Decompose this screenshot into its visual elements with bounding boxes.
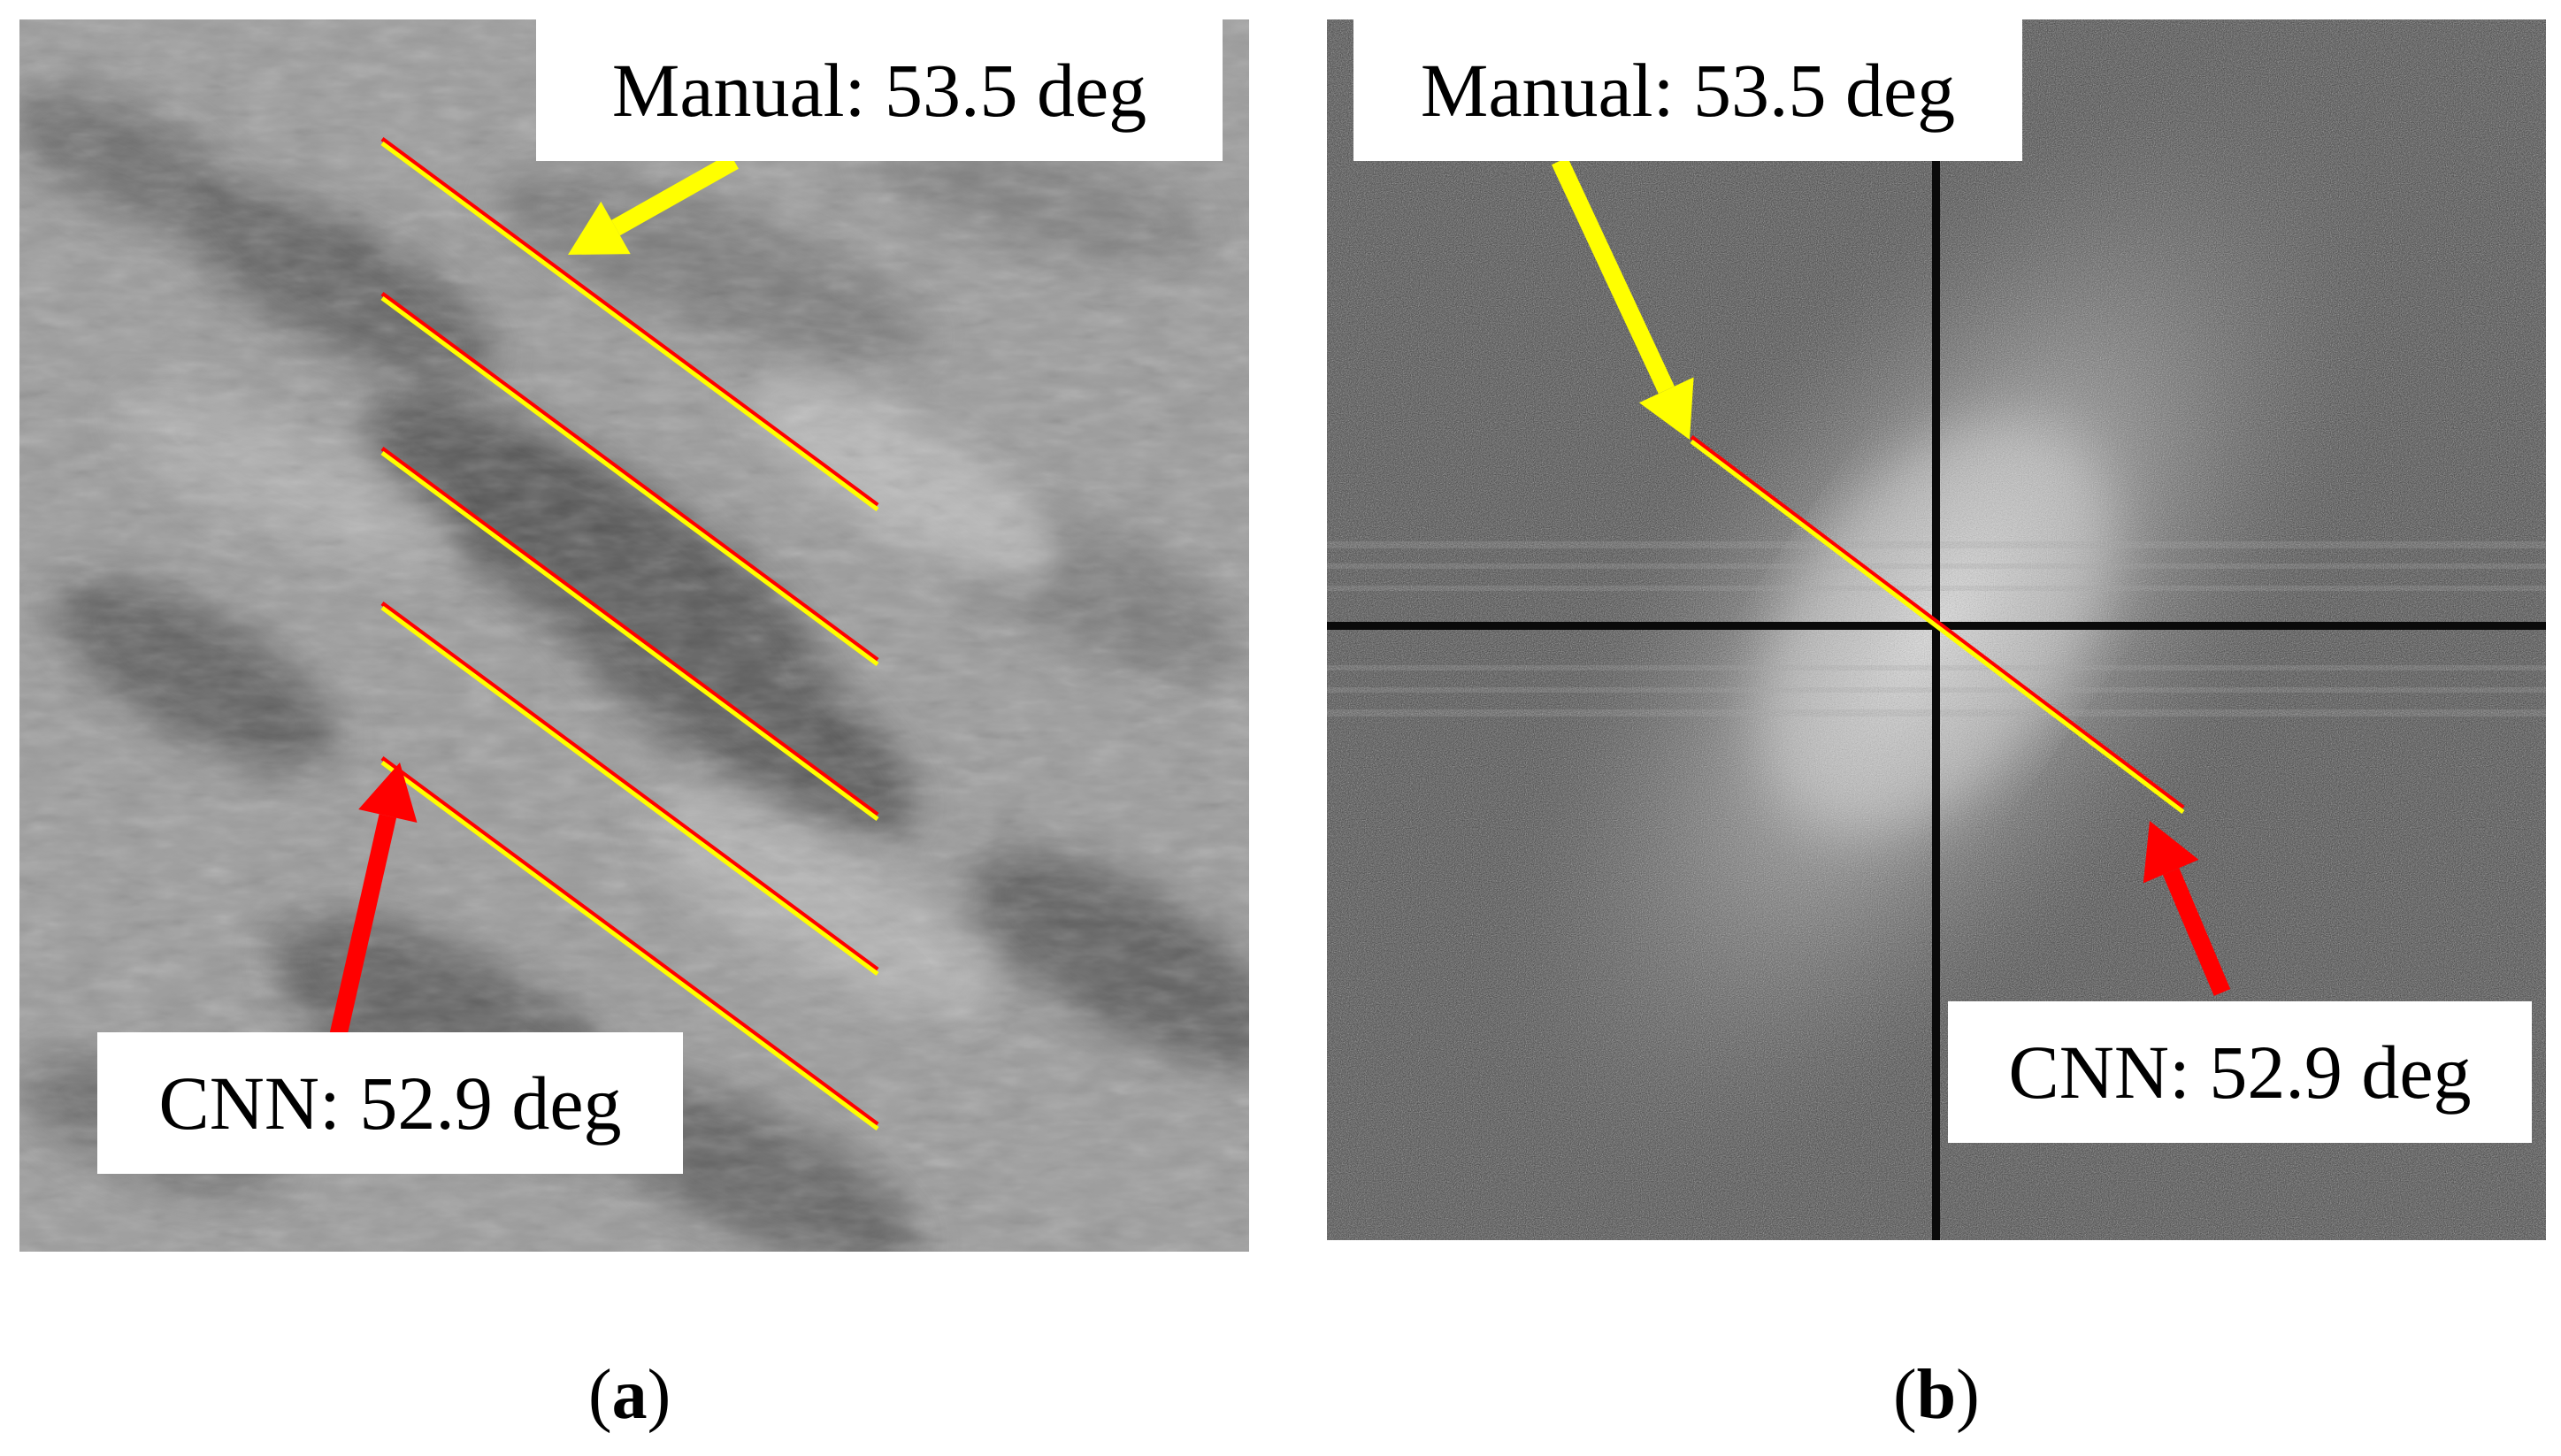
- cnn-arrow: [2143, 821, 2231, 996]
- parallel-line-3: [380, 446, 879, 822]
- manual-arrow-shaft: [611, 153, 739, 236]
- parallel-line-2-manual: [380, 295, 879, 667]
- panel-a-surface-image: Manual: 53.5 deg CNN: 52.9 deg: [19, 19, 1249, 1252]
- parallel-line-4-manual: [380, 605, 879, 977]
- spectrum-angle-line-cnn: [1690, 435, 2185, 809]
- parallel-line-1-cnn: [380, 136, 879, 508]
- caption-b-letter: b: [1916, 1356, 1957, 1434]
- spectrum-angle-line-manual: [1690, 440, 2185, 814]
- parallel-line-1: [380, 136, 879, 512]
- caption-b: (b): [1893, 1356, 1980, 1434]
- parallel-line-5-cnn: [380, 755, 879, 1127]
- parallel-line-4-cnn: [380, 601, 879, 972]
- cnn-angle-label: CNN: 52.9 deg: [97, 1032, 683, 1174]
- cnn-arrow-shaft: [2162, 868, 2231, 996]
- manual-arrow: [568, 153, 739, 255]
- manual-arrow-head: [568, 201, 631, 255]
- parallel-line-3-cnn: [380, 446, 879, 817]
- parallel-line-3-manual: [380, 450, 879, 822]
- spectrum-angle-line: [1690, 435, 2185, 814]
- manual-arrow-shaft: [1551, 157, 1675, 395]
- parallel-line-5: [380, 755, 879, 1131]
- parallel-line-1-manual: [380, 141, 879, 512]
- manual-angle-label: Manual: 53.5 deg: [1353, 19, 2022, 161]
- cnn-arrow-head: [358, 762, 418, 823]
- manual-arrow-head: [1638, 377, 1694, 440]
- parallel-line-2-cnn: [380, 291, 879, 663]
- cnn-angle-label: CNN: 52.9 deg: [1948, 1001, 2532, 1143]
- manual-arrow: [1551, 157, 1694, 440]
- parallel-line-4: [380, 601, 879, 977]
- panel-b-fourier-spectrum: Manual: 53.5 deg CNN: 52.9 deg: [1327, 19, 2546, 1240]
- caption-a-letter: a: [611, 1356, 648, 1434]
- parallel-line-5-manual: [380, 760, 879, 1131]
- caption-a: (a): [588, 1356, 671, 1434]
- surface-image-graphic: [19, 19, 1249, 1252]
- motion-angle-line: [1551, 157, 2231, 996]
- manual-angle-label: Manual: 53.5 deg: [536, 19, 1223, 161]
- cnn-arrow-shaft: [329, 814, 397, 1039]
- motion-direction-lines: [329, 136, 879, 1131]
- cnn-arrow-head: [2143, 821, 2199, 884]
- parallel-line-2: [380, 291, 879, 667]
- cnn-arrow: [329, 762, 418, 1039]
